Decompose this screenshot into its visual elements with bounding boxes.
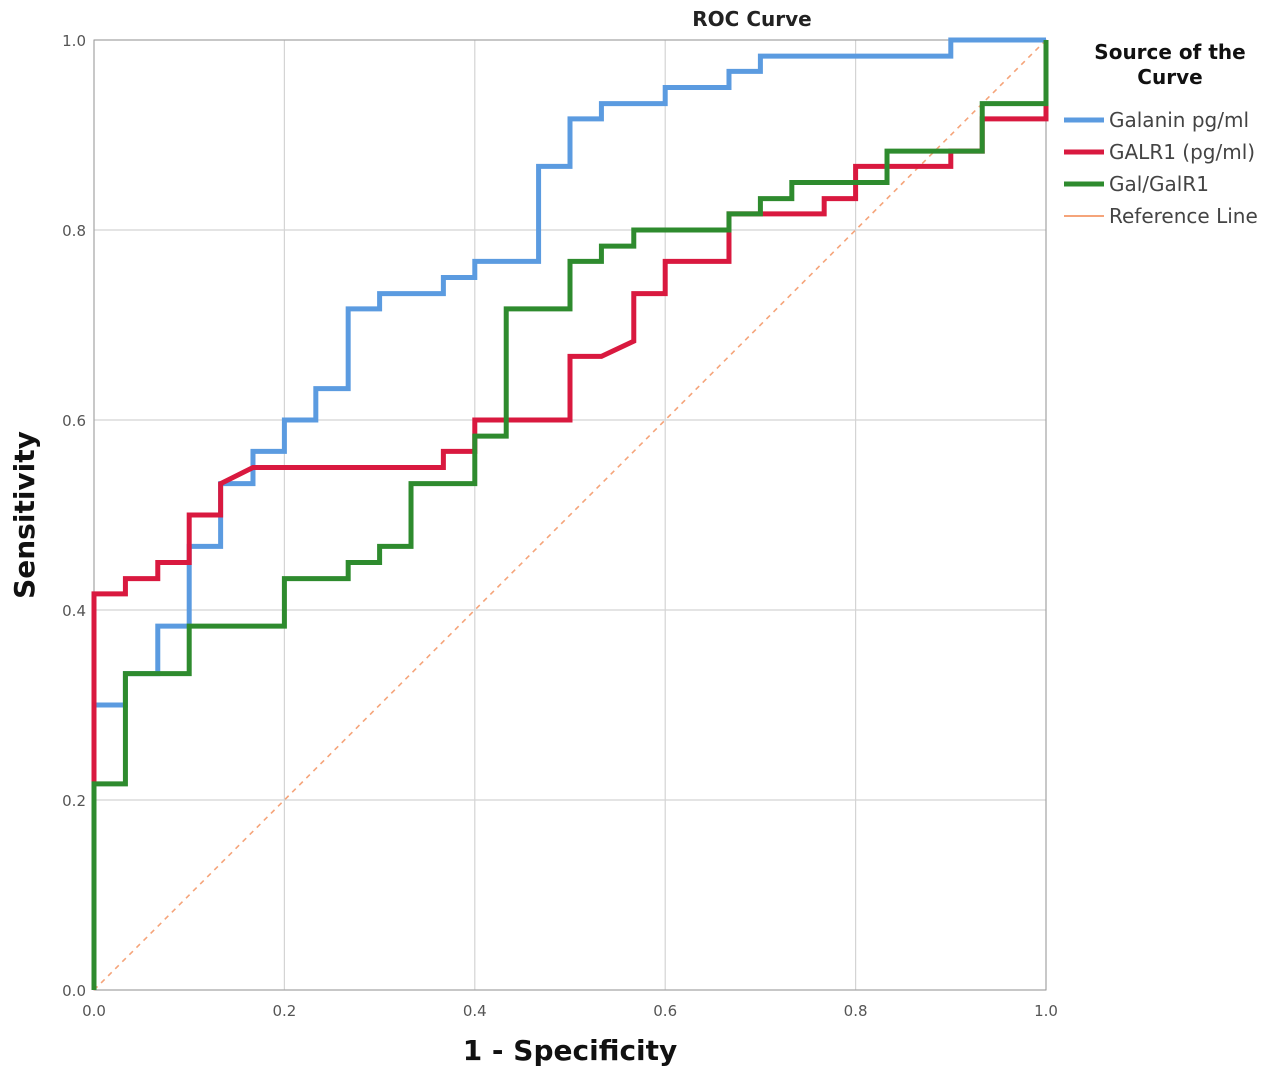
- x-tick-label: 0.4: [463, 1002, 487, 1020]
- x-tick-label: 0.0: [82, 1002, 106, 1020]
- y-tick-label: 0.0: [62, 982, 86, 1000]
- chart-title: ROC Curve: [692, 7, 811, 31]
- x-tick-label: 1.0: [1034, 1002, 1058, 1020]
- y-tick-label: 1.0: [62, 32, 86, 50]
- y-tick-label: 0.2: [62, 792, 86, 810]
- legend-title: Source of the Curve: [1094, 40, 1245, 89]
- legend-label: Gal/GalR1: [1109, 172, 1209, 196]
- legend-label: Reference Line: [1109, 204, 1258, 228]
- x-axis-label: 1 - Specificity: [463, 1034, 678, 1067]
- y-tick-labels: 0.0 0.2 0.4 0.6 0.8 1.0: [62, 32, 86, 1000]
- series-line-0: [91, 37, 1046, 990]
- series-line-2: [91, 40, 1049, 990]
- x-tick-label: 0.6: [653, 1002, 677, 1020]
- x-tick-label: 0.2: [272, 1002, 296, 1020]
- series-group: [91, 37, 1049, 991]
- plot-frame: [93, 39, 1047, 991]
- legend-label: GALR1 (pg/ml): [1109, 140, 1255, 164]
- x-tick-label: 0.8: [844, 1002, 868, 1020]
- legend-label: Galanin pg/ml: [1109, 108, 1249, 132]
- y-tick-label: 0.6: [62, 412, 86, 430]
- x-tick-labels: 0.0 0.2 0.4 0.6 0.8 1.0: [82, 1002, 1058, 1020]
- y-tick-label: 0.8: [62, 222, 86, 240]
- series-line-1: [91, 40, 1049, 784]
- y-axis-label: Sensitivity: [8, 431, 41, 599]
- legend: Source of the Curve Galanin pg/ml GALR1 (pg…: [1064, 40, 1258, 228]
- series-line-3: [93, 39, 1047, 991]
- y-tick-label: 0.4: [62, 602, 86, 620]
